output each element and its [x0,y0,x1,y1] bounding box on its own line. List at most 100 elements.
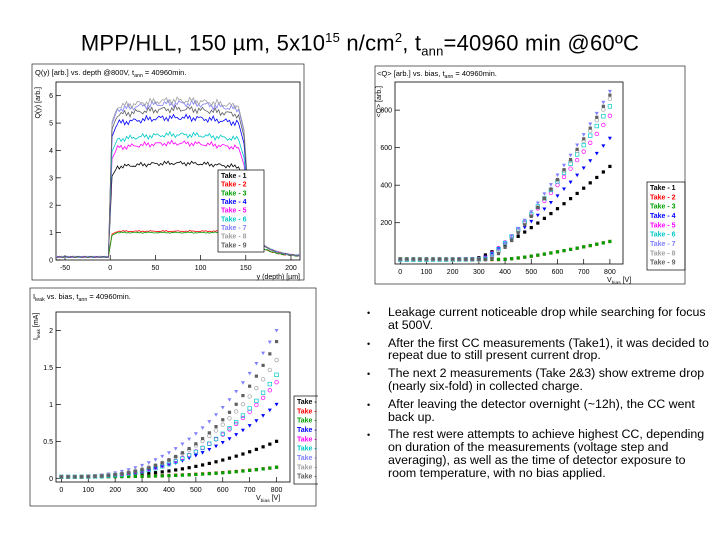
data-point [489,254,494,258]
data-point [594,151,599,156]
data-point [261,363,265,367]
data-point [555,177,560,182]
data-point [595,115,599,119]
data-point [234,433,239,437]
data-point [207,420,212,424]
data-point [127,474,131,479]
data-point [166,461,172,467]
data-point [247,371,252,376]
legend-entry: Take - 4 [221,199,247,206]
data-point [140,474,144,478]
data-point [261,445,265,449]
data-point [496,257,501,261]
plot-frame [55,81,301,261]
data-point [200,463,205,467]
data-point [194,442,198,446]
data-point [575,191,579,196]
legend-entry: Take - 7 [297,455,318,462]
data-point [601,107,606,112]
data-point [522,225,527,230]
data-point [601,122,606,128]
data-point [601,170,605,174]
data-point [207,472,211,476]
data-point [247,406,252,411]
data-point [274,402,279,407]
data-point [555,250,560,254]
data-point [140,468,144,472]
y-tick-label: 1.5 [43,365,53,372]
data-point [267,388,272,393]
data-point [535,201,540,205]
data-point [549,251,553,255]
data-point [160,470,164,474]
list-item: • After the first CC measurements (Take1)… [367,335,709,363]
data-point [510,238,514,242]
data-point [588,133,593,138]
data-point [431,257,435,261]
data-point [187,437,192,442]
data-point [86,474,90,479]
data-point [608,93,612,97]
data-point [92,474,98,479]
data-point [568,180,573,185]
legend-entry: Take - 1 [297,399,318,406]
list-item: • The rest were attempts to achieve highe… [367,427,705,480]
x-tick-label: 50 [152,265,160,272]
data-point [523,255,527,259]
data-point [113,471,118,475]
data-point [274,380,279,385]
data-point [575,143,580,147]
data-point [180,459,185,463]
y-tick-label: 4 [49,148,53,155]
data-point [79,474,84,479]
x-tick-label: 200 [447,269,459,276]
y-tick-label: 6 [49,93,53,100]
legend-entry: Take - 5 [297,436,318,443]
y-axis-label: Ileak [mA] [33,313,42,340]
data-point [536,253,540,257]
legend-entry: Take - 8 [297,464,318,471]
x-tick-label: 300 [473,269,485,276]
data-point [133,466,138,470]
x-tick-label: 100 [195,265,207,272]
data-point [535,213,540,218]
data-point [464,257,468,261]
data-point [437,257,442,261]
data-point [180,442,185,447]
data-point [588,181,592,185]
data-point [213,428,219,433]
data-point [405,257,409,261]
data-point [240,428,245,433]
x-tick-label: 500 [190,487,202,494]
list-item: • Leakage current noticeable drop while s… [367,305,706,332]
data-point [588,243,592,248]
data-point [140,463,145,468]
data-point [153,463,158,468]
data-point [261,351,266,356]
data-point [79,475,84,479]
legend-entry: Take - 7 [650,241,676,248]
x-tick-label: -50 [60,265,70,272]
data-point [146,461,151,465]
data-point [522,218,527,223]
legend-entry: Take - 2 [297,408,318,415]
x-tick-label: 0 [108,265,112,272]
y-tick-label: 1 [49,230,53,237]
legend-entry: Take - 9 [650,260,676,267]
x-tick-label: 300 [136,487,148,494]
data-point [594,118,599,123]
data-point [221,471,225,475]
data-point [601,104,605,108]
data-point [153,458,158,462]
data-point [194,464,198,468]
data-point [214,444,219,449]
data-point [174,454,178,459]
data-point [568,197,573,201]
data-point [516,231,520,235]
data-point [601,241,605,245]
data-point [227,427,232,432]
data-point [607,113,613,118]
data-point [254,419,259,423]
data-point [234,402,238,406]
data-point [227,470,232,474]
